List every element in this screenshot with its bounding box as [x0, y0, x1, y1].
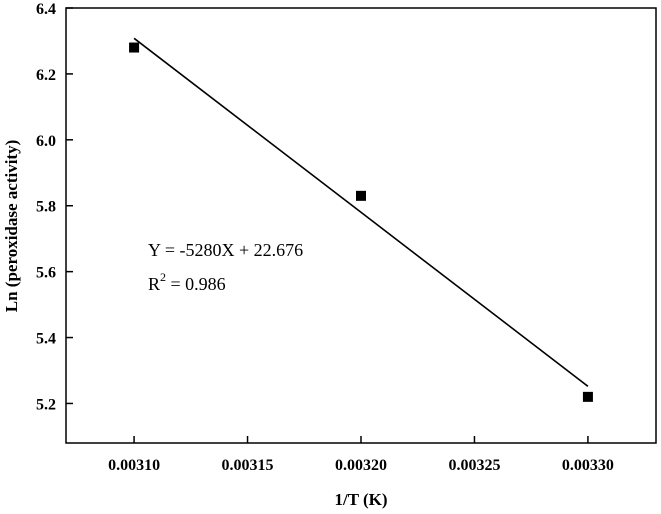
r2-prefix: R: [148, 274, 160, 294]
plot-frame: [65, 7, 657, 444]
y-tick-label: 6.4: [36, 1, 56, 18]
data-point: [129, 42, 140, 53]
y-tick-label: 5.4: [36, 331, 56, 348]
x-tick-label: 0.00330: [562, 457, 614, 474]
data-point: [582, 391, 593, 402]
data-point: [356, 190, 366, 201]
r2-value: = 0.986: [166, 274, 226, 294]
x-tick-label: 0.00310: [108, 457, 160, 474]
data-points: [129, 42, 593, 402]
x-tick-label: 0.00320: [335, 457, 387, 474]
y-tick-label: 5.8: [36, 199, 56, 216]
y-axis-title: Ln (peroxidase activity): [2, 140, 21, 313]
equation-annotation: Y = -5280X + 22.676: [148, 240, 303, 260]
y-tick-label: 5.6: [36, 265, 56, 282]
r2-exponent: 2: [160, 270, 166, 284]
r-squared-annotation: R2 = 0.986: [148, 270, 226, 294]
fit-line: [133, 37, 589, 387]
tick-labels: 0.00310 0.00315 0.00320 0.00325 0.00330 5.2 5.…: [36, 1, 614, 474]
x-tick-label: 0.00315: [222, 457, 274, 474]
x-axis-title: 1/T (K): [334, 490, 387, 509]
x-tick-label: 0.00325: [448, 457, 500, 474]
y-tick-label: 5.2: [36, 396, 56, 413]
y-tick-label: 6.2: [36, 67, 56, 84]
y-tick-label: 6.0: [36, 133, 56, 150]
ticks: [66, 7, 589, 443]
